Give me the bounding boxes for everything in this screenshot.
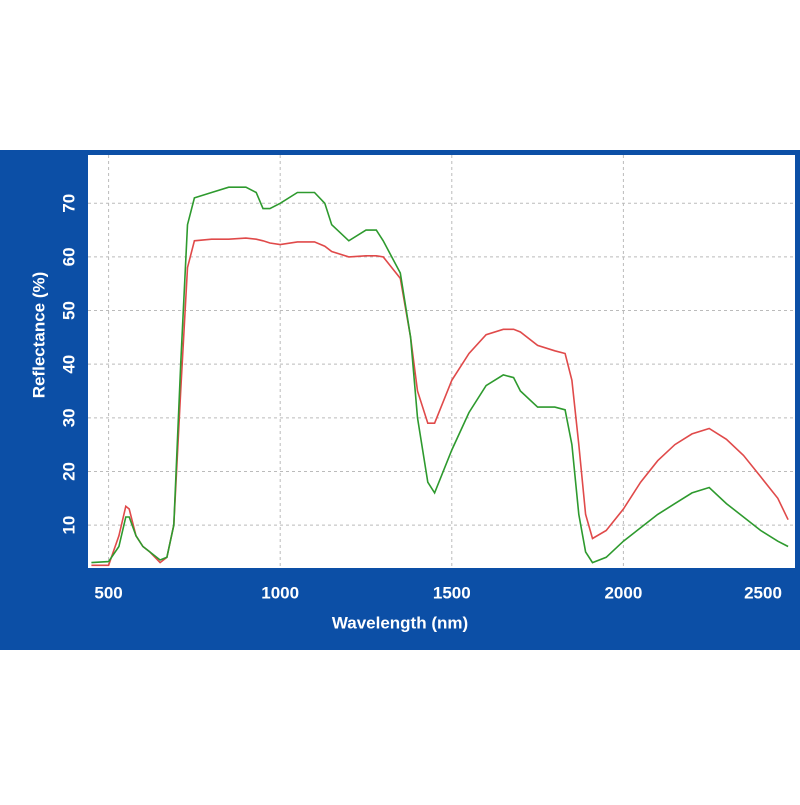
- y-tick-label: 70: [59, 194, 78, 213]
- x-axis-title: Wavelength (nm): [332, 613, 468, 632]
- y-tick-label: 20: [59, 462, 78, 481]
- y-tick-label: 60: [59, 247, 78, 266]
- plot-area: [88, 155, 795, 568]
- x-tick-label: 2500: [744, 583, 782, 602]
- x-tick-label: 1000: [261, 583, 299, 602]
- x-tick-label: 500: [94, 583, 122, 602]
- y-tick-label: 40: [59, 355, 78, 374]
- y-axis-title: Reflectance (%): [29, 272, 48, 399]
- data-line: [91, 186, 789, 564]
- y-tick-label: 30: [59, 408, 78, 427]
- x-tick-label: 1500: [433, 583, 471, 602]
- y-tick-label: 50: [59, 301, 78, 320]
- y-tick-label: 10: [59, 516, 78, 535]
- x-tick-label: 2000: [604, 583, 642, 602]
